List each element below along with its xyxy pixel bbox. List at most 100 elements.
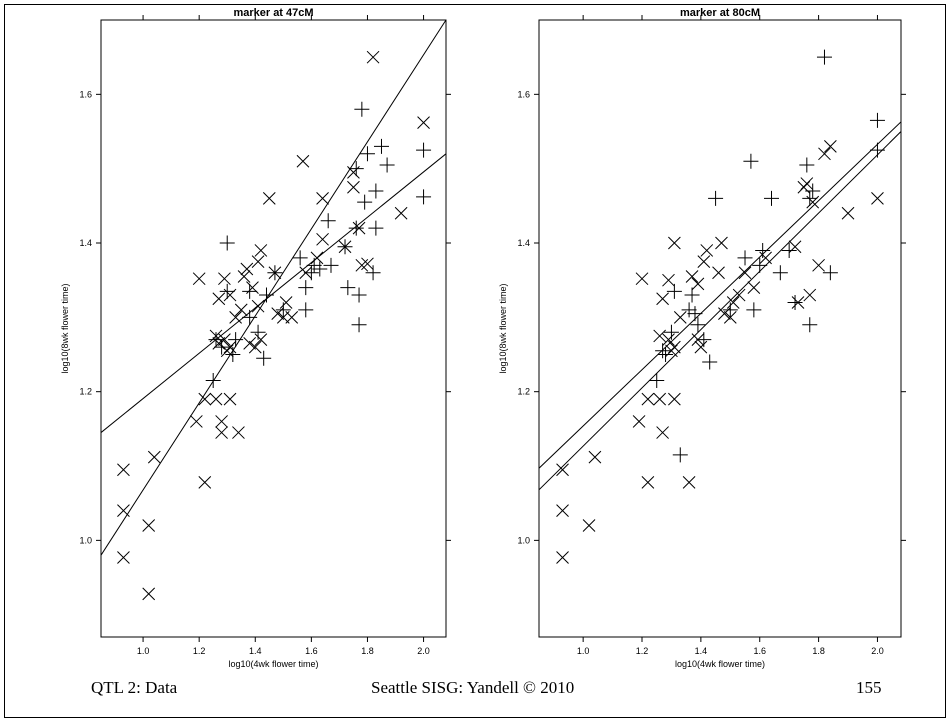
point-plus-marker [681, 302, 697, 318]
point-x-marker [198, 392, 212, 406]
point-plus-marker [323, 257, 339, 273]
point-x-marker [232, 426, 245, 439]
point-x-marker [662, 333, 675, 347]
point-x-marker [198, 476, 212, 489]
point-plus-marker [351, 317, 367, 333]
y-axis-label: log10(8wk flower time) [498, 283, 508, 373]
point-x-marker [229, 310, 242, 324]
chart-title: marker at 47cM [233, 7, 313, 19]
point-plus-marker [219, 283, 235, 299]
point-plus-marker [822, 265, 838, 281]
point-plus-marker [702, 354, 718, 370]
point-x-marker [656, 292, 669, 306]
point-x-marker [759, 251, 772, 265]
point-x-marker [668, 236, 681, 250]
point-plus-marker [649, 373, 665, 389]
y-tick-label: 1.0 [79, 535, 92, 545]
point-plus-marker [722, 302, 738, 318]
point-x-marker [218, 272, 231, 286]
point-plus-marker [340, 280, 356, 296]
slide-frame [4, 4, 946, 718]
x-tick-label: 1.2 [193, 646, 206, 656]
point-x-marker [800, 177, 814, 190]
point-plus-marker [208, 332, 224, 348]
point-x-marker [715, 236, 728, 250]
point-x-marker [215, 426, 228, 439]
regression-line [539, 121, 901, 469]
x-tick-label: 1.0 [577, 646, 590, 656]
regression-line [101, 153, 446, 433]
point-x-marker [243, 337, 257, 350]
point-plus-marker [379, 157, 395, 173]
point-plus-marker [357, 194, 373, 210]
x-tick-label: 1.8 [812, 646, 825, 656]
point-x-marker [635, 272, 649, 286]
point-x-marker [556, 504, 569, 517]
point-x-marker [685, 270, 699, 283]
x-axis-label: log10(4wk flower time) [228, 659, 318, 669]
point-plus-marker [690, 317, 706, 333]
point-x-marker [712, 266, 725, 280]
point-x-marker [117, 463, 130, 477]
point-x-marker [582, 519, 596, 532]
point-x-marker [212, 292, 226, 306]
point-x-marker [347, 180, 360, 194]
point-x-marker [394, 206, 408, 220]
point-x-marker [700, 244, 714, 257]
point-x-marker [251, 299, 265, 313]
point-plus-marker [684, 287, 700, 303]
point-plus-marker [696, 332, 712, 348]
point-x-marker [818, 147, 831, 161]
point-plus-marker [666, 283, 682, 299]
point-x-marker [279, 296, 293, 309]
y-tick-label: 1.6 [517, 89, 530, 99]
point-x-marker [254, 333, 268, 347]
point-plus-marker [306, 257, 322, 273]
point-plus-marker [303, 265, 319, 281]
point-x-marker [254, 244, 268, 257]
point-plus-marker [772, 265, 788, 281]
point-x-marker [262, 192, 276, 205]
point-x-marker [234, 303, 248, 317]
point-x-marker [147, 450, 161, 464]
scatter-chart-47cm: marker at 47cM 1.0 1.2 1.4 1.6 1.8 2.0 1.0 1.2 1.… [60, 7, 451, 669]
point-x-marker [632, 415, 646, 428]
point-plus-marker [298, 302, 314, 318]
point-x-marker [738, 266, 752, 280]
point-plus-marker [687, 306, 703, 322]
regression-line [101, 20, 446, 556]
point-x-marker [251, 255, 265, 268]
point-x-marker [694, 340, 708, 354]
point-plus-marker [869, 112, 885, 128]
x-axis-label: log10(4wk flower time) [675, 659, 765, 669]
point-x-marker [296, 154, 310, 168]
regression-line [539, 131, 901, 491]
point-plus-marker [746, 302, 762, 318]
point-plus-marker [368, 183, 384, 199]
point-x-marker [310, 251, 324, 265]
point-x-marker [656, 426, 669, 439]
point-x-marker [673, 310, 687, 324]
point-plus-marker [242, 283, 258, 299]
x-tick-label: 1.4 [249, 646, 262, 656]
point-plus-marker [373, 138, 389, 154]
point-plus-marker [292, 250, 308, 266]
point-plus-marker [351, 287, 367, 303]
point-plus-marker [359, 146, 375, 162]
point-x-marker [588, 450, 602, 464]
point-plus-marker [869, 142, 885, 158]
point-x-marker [841, 206, 855, 220]
point-x-marker [641, 392, 655, 406]
x-tick-label: 2.0 [417, 646, 430, 656]
point-plus-marker [764, 190, 780, 206]
point-x-marker [192, 272, 206, 286]
point-plus-marker [267, 265, 283, 281]
point-x-marker [190, 415, 203, 428]
point-x-marker [366, 50, 380, 64]
point-x-marker [237, 270, 251, 283]
point-x-marker [653, 329, 667, 343]
point-x-marker [662, 273, 675, 287]
point-plus-marker [737, 250, 753, 266]
footer-section-label: QTL 2: Data [91, 678, 178, 697]
